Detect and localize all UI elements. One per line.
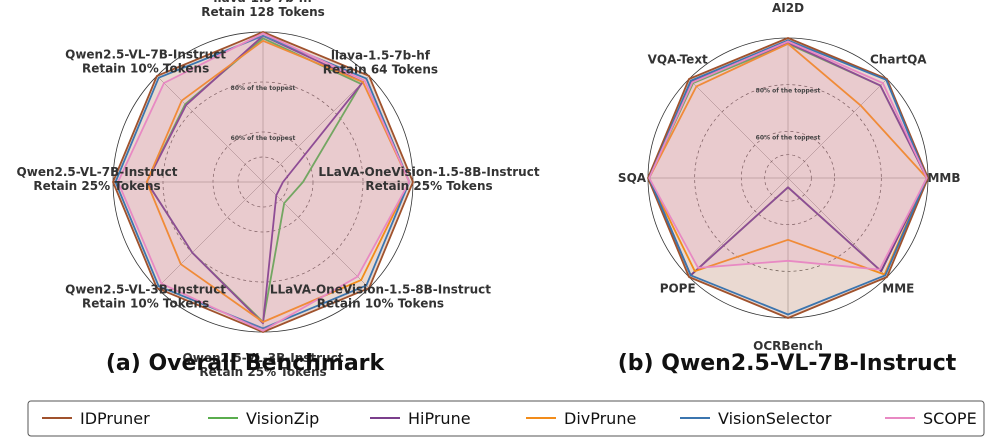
axis-label-line: Qwen2.5-VL-3B-Instruct	[183, 351, 344, 365]
legend-label-scope: SCOPE	[923, 409, 977, 428]
axis-label-line: Retain 25% Tokens	[199, 365, 326, 379]
axis-label-mmb-2: MMB	[927, 171, 960, 185]
axis-label-sqa-6: SQA	[618, 171, 647, 185]
axis-label-line: Retain 128 Tokens	[201, 5, 325, 19]
axis-label-line: Retain 25% Tokens	[33, 179, 160, 193]
axis-label-mme-3: MME	[882, 281, 914, 295]
spoke	[156, 75, 264, 183]
axis-label-ocrbench-4: OCRBench	[753, 339, 823, 353]
axis-label-line: MMB	[927, 171, 960, 185]
axis-label-line: Retain 10% Tokens	[82, 62, 209, 76]
series-visionselector-polygon	[114, 34, 411, 330]
axis-label-qwen2-5-vl-7b-instruct-6: Qwen2.5-VL-7B-Instruct Retain 25% Tokens	[17, 165, 178, 193]
legend-box	[27, 400, 985, 437]
legend: IDPruner VisionZip HiPrune DivPrune VisionSe…	[42, 409, 977, 428]
axis-label-pope-5: POPE	[660, 281, 696, 295]
legend-label-divprune: DivPrune	[564, 409, 636, 428]
legend-label-visionselector: VisionSelector	[718, 409, 832, 428]
spoke	[688, 78, 789, 179]
legend-label-visionzip: VisionZip	[246, 409, 319, 428]
ring-label-0: 60% of the toppest	[231, 135, 296, 142]
series-visionselector-polygon	[648, 39, 928, 316]
axis-label-line: llava-1.5-7b-hf	[331, 49, 431, 63]
axis-label-llava-1-5-7b-hf-1: llava-1.5-7b-hf Retain 64 Tokens	[323, 49, 438, 77]
axis-label-line: LLaVA-OneVision-1.5-8B-Instruct	[270, 282, 491, 296]
radar-chart-overall-benchmark: 60% of the toppest 80% of the toppest llav…	[17, 0, 540, 379]
legend-label-idpruner: IDPruner	[80, 409, 150, 428]
series-scope-polygon	[117, 32, 411, 332]
spoke	[688, 177, 789, 278]
legend-label-hiprune: HiPrune	[408, 409, 471, 428]
axis-label-qwen2-5-vl-3b-instruct-4: Qwen2.5-VL-3B-Instruct Retain 25% Tokens	[183, 351, 344, 379]
axis-label-line: llava-1.5-7b-hf	[213, 0, 313, 5]
spoke	[262, 75, 370, 183]
axis-label-llava-onevision-1-5-8b-instruct-3: LLaVA-OneVision-1.5-8B-Instruct Retain 10…	[270, 282, 491, 310]
axis-label-qwen2-5-vl-3b-instruct-5: Qwen2.5-VL-3B-Instruct Retain 10% Tokens	[65, 282, 226, 310]
axis-label-line: OCRBench	[753, 339, 823, 353]
axis-label-line: MME	[882, 281, 914, 295]
ring-label-1: 80% of the toppest	[231, 85, 296, 92]
axis-label-line: Retain 10% Tokens	[317, 296, 444, 310]
caption-qwen25-vl-7b: (b) Qwen2.5-VL-7B-Instruct	[618, 351, 957, 376]
axis-label-line: Qwen2.5-VL-7B-Instruct	[65, 48, 226, 62]
ring-label-1: 80% of the toppest	[756, 88, 821, 95]
axis-label-line: ChartQA	[870, 53, 927, 67]
axis-label-line: POPE	[660, 281, 696, 295]
spoke	[156, 181, 264, 289]
axis-label-vqa-text-7: VQA-Text	[648, 53, 708, 67]
series-scope-polygon	[648, 40, 928, 271]
axis-label-ai2d-0: AI2D	[772, 1, 804, 15]
axis-label-line: Retain 25% Tokens	[365, 179, 492, 193]
axis-label-line: LLaVA-OneVision-1.5-8B-Instruct	[318, 165, 539, 179]
series-idpruner-polygon	[647, 37, 929, 319]
axis-label-line: Qwen2.5-VL-7B-Instruct	[17, 165, 178, 179]
spoke	[262, 181, 370, 289]
series-divprune-polygon	[145, 39, 411, 323]
series-hiprune-polygon	[145, 34, 364, 325]
axis-label-line: Retain 64 Tokens	[323, 63, 438, 77]
series-idpruner-polygon	[112, 31, 414, 333]
axis-label-llava-onevision-1-5-8b-instruct-2: LLaVA-OneVision-1.5-8B-Instruct Retain 25…	[318, 165, 539, 193]
series-divprune-polygon	[648, 42, 928, 276]
axis-label-line: Qwen2.5-VL-3B-Instruct	[65, 282, 226, 296]
axis-label-line: SQA	[618, 171, 647, 185]
axis-label-qwen2-5-vl-7b-instruct-7: Qwen2.5-VL-7B-Instruct Retain 10% Tokens	[65, 48, 226, 76]
axis-label-line: AI2D	[772, 1, 804, 15]
spoke	[787, 78, 888, 179]
radar-chart-qwen25-vl-7b: 60% of the toppest 80% of the toppest AI2D…	[618, 1, 961, 353]
axis-label-line: VQA-Text	[648, 53, 708, 67]
caption-overall-benchmark: (a) Overall Benchmark	[106, 351, 386, 376]
axis-label-line: Retain 10% Tokens	[82, 296, 209, 310]
ring-label-0: 60% of the toppest	[756, 134, 821, 141]
axis-label-chartqa-1: ChartQA	[870, 53, 927, 67]
